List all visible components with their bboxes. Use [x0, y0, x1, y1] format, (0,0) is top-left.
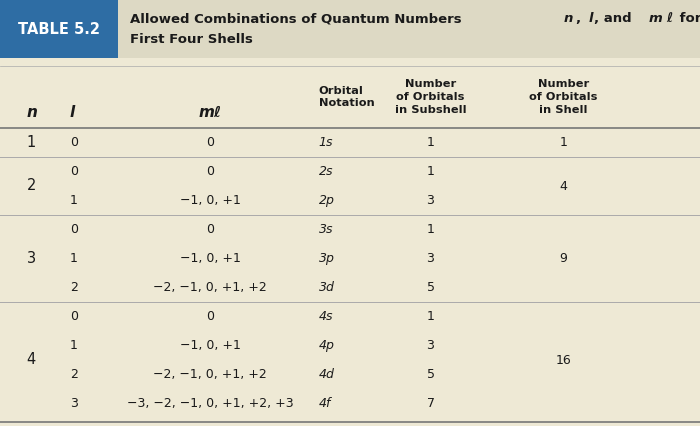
- Text: −2, −1, 0, +1, +2: −2, −1, 0, +1, +2: [153, 368, 267, 381]
- Text: 3: 3: [70, 397, 78, 410]
- Text: 2p: 2p: [318, 194, 335, 207]
- Text: 3p: 3p: [318, 252, 335, 265]
- Text: First Four Shells: First Four Shells: [130, 33, 253, 46]
- Text: 4s: 4s: [318, 310, 333, 323]
- Text: Allowed Combinations of Quantum Numbers: Allowed Combinations of Quantum Numbers: [130, 12, 466, 25]
- Text: 1: 1: [426, 165, 435, 178]
- Text: 9: 9: [559, 252, 568, 265]
- Text: ℓ: ℓ: [666, 12, 673, 25]
- Text: 0: 0: [70, 136, 78, 149]
- Text: 4f: 4f: [318, 397, 331, 410]
- Text: TABLE 5.2: TABLE 5.2: [18, 21, 100, 37]
- Text: −1, 0, +1: −1, 0, +1: [180, 252, 240, 265]
- Text: 4: 4: [27, 352, 36, 368]
- Bar: [0, 0, 118, 58]
- Text: 2: 2: [27, 178, 36, 193]
- Text: 1: 1: [426, 223, 435, 236]
- Text: 3: 3: [27, 251, 36, 266]
- Text: 0: 0: [70, 223, 78, 236]
- Text: 0: 0: [70, 310, 78, 323]
- Text: n: n: [564, 12, 573, 25]
- Text: −3, −2, −1, 0, +1, +2, +3: −3, −2, −1, 0, +1, +2, +3: [127, 397, 293, 410]
- Text: 0: 0: [70, 165, 78, 178]
- Text: n: n: [27, 105, 38, 120]
- Text: 0: 0: [206, 223, 214, 236]
- Text: −2, −1, 0, +1, +2: −2, −1, 0, +1, +2: [153, 281, 267, 294]
- Text: l: l: [589, 12, 593, 25]
- Text: 4d: 4d: [318, 368, 335, 381]
- Text: Number
of Orbitals
in Subshell: Number of Orbitals in Subshell: [395, 79, 466, 115]
- Text: 5: 5: [426, 281, 435, 294]
- Text: −1, 0, +1: −1, 0, +1: [180, 339, 240, 352]
- Text: , and: , and: [594, 12, 636, 25]
- Text: 0: 0: [206, 310, 214, 323]
- Text: Number
of Orbitals
in Shell: Number of Orbitals in Shell: [529, 79, 598, 115]
- Text: 3s: 3s: [318, 223, 333, 236]
- Text: 16: 16: [556, 354, 571, 366]
- Text: l: l: [70, 105, 76, 120]
- Text: 1s: 1s: [318, 136, 333, 149]
- Text: 1: 1: [70, 194, 78, 207]
- Text: 4: 4: [559, 179, 568, 193]
- Text: 2: 2: [70, 368, 78, 381]
- Text: ,: ,: [576, 12, 586, 25]
- Text: m: m: [649, 12, 663, 25]
- Text: 0: 0: [206, 136, 214, 149]
- Text: −1, 0, +1: −1, 0, +1: [180, 194, 240, 207]
- Text: Orbital
Notation: Orbital Notation: [318, 86, 374, 108]
- Text: mℓ: mℓ: [198, 105, 222, 120]
- Text: 1: 1: [426, 136, 435, 149]
- Text: 4p: 4p: [318, 339, 335, 352]
- Text: 1: 1: [70, 339, 78, 352]
- Text: 2s: 2s: [318, 165, 333, 178]
- Text: 0: 0: [206, 165, 214, 178]
- Text: 7: 7: [426, 397, 435, 410]
- Text: 1: 1: [559, 136, 568, 149]
- Text: 3: 3: [426, 194, 435, 207]
- Text: 5: 5: [426, 368, 435, 381]
- Text: 3d: 3d: [318, 281, 335, 294]
- Text: 1: 1: [70, 252, 78, 265]
- Bar: [118, 0, 700, 58]
- Text: 1: 1: [27, 135, 36, 150]
- Text: 3: 3: [426, 252, 435, 265]
- Text: 1: 1: [426, 310, 435, 323]
- Text: for the: for the: [675, 12, 700, 25]
- Bar: [0, 58, 700, 426]
- Text: 2: 2: [70, 281, 78, 294]
- Text: 3: 3: [426, 339, 435, 352]
